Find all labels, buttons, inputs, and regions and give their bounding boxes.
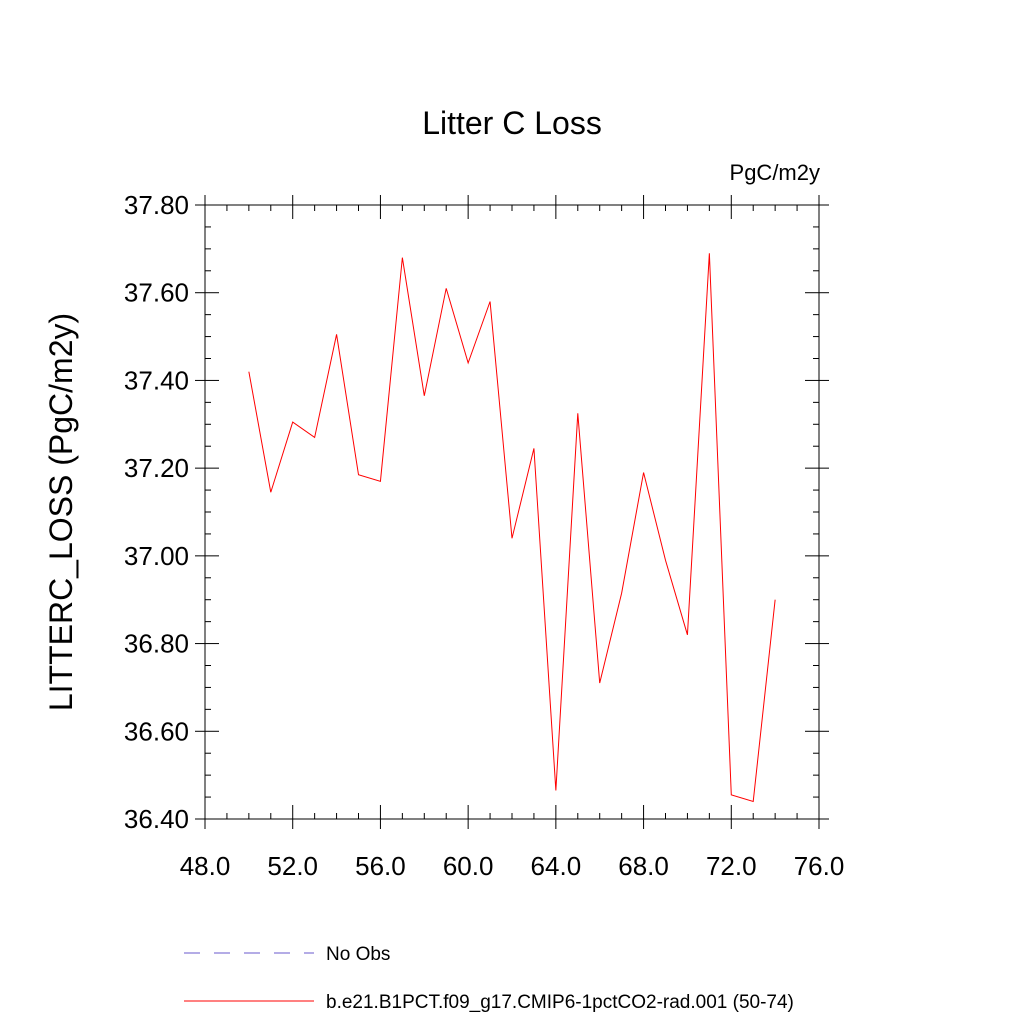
y-tick-label: 37.60 bbox=[124, 278, 189, 308]
y-axis-label: LITTERC_LOSS (PgC/m2y) bbox=[43, 313, 79, 711]
y-tick-label: 37.00 bbox=[124, 541, 189, 571]
x-tick-label: 52.0 bbox=[267, 851, 318, 881]
units-label: PgC/m2y bbox=[730, 160, 820, 185]
x-tick-label: 48.0 bbox=[180, 851, 231, 881]
legend-label: b.e21.B1PCT.f09_g17.CMIP6-1pctCO2-rad.00… bbox=[326, 992, 794, 1013]
y-tick-label: 37.80 bbox=[124, 190, 189, 220]
legend-label: No Obs bbox=[326, 944, 390, 965]
plot-frame bbox=[204, 204, 820, 820]
x-tick-label: 76.0 bbox=[794, 851, 845, 881]
axis-ticks bbox=[195, 195, 829, 829]
legend: No Obs b.e21.B1PCT.f09_g17.CMIP6-1pctCO2-… bbox=[184, 944, 794, 1013]
x-tick-label: 60.0 bbox=[443, 851, 494, 881]
y-tick-label: 36.40 bbox=[124, 804, 189, 834]
y-tick-label: 36.80 bbox=[124, 629, 189, 659]
series-layer bbox=[248, 253, 776, 803]
x-tick-label: 56.0 bbox=[355, 851, 406, 881]
chart-title: Litter C Loss bbox=[422, 105, 602, 141]
series-line bbox=[248, 253, 776, 803]
x-tick-label: 64.0 bbox=[531, 851, 582, 881]
x-tick-label: 72.0 bbox=[706, 851, 757, 881]
y-tick-label: 36.60 bbox=[124, 716, 189, 746]
y-tick-label: 37.20 bbox=[124, 453, 189, 483]
tick-labels: 48.0 52.0 56.0 60.0 64.0 68.0 72.0 76.0 36.40 36.… bbox=[124, 190, 844, 881]
x-tick-label: 68.0 bbox=[618, 851, 669, 881]
y-tick-label: 37.40 bbox=[124, 365, 189, 395]
